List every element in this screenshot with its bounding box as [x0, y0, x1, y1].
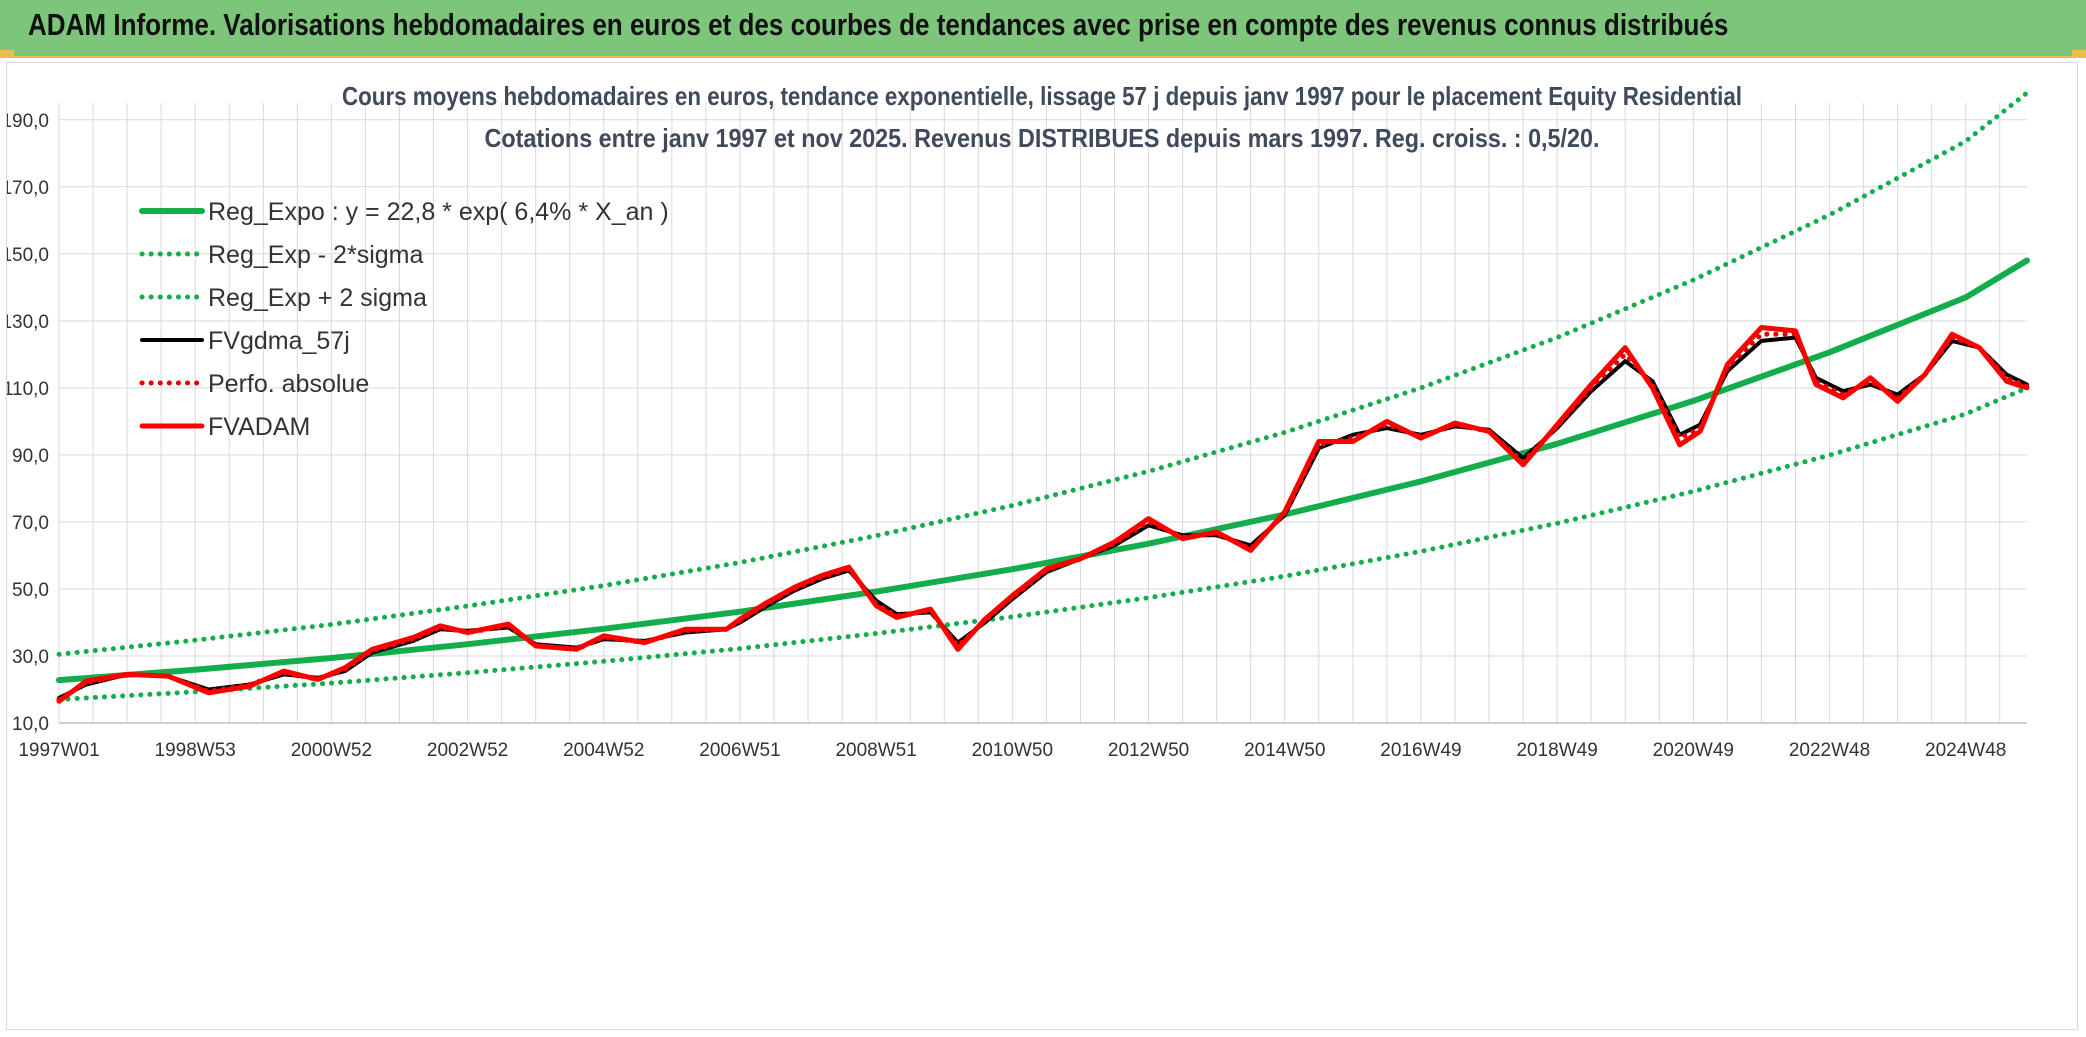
y-tick-label: 170,0 — [7, 178, 49, 199]
report-banner-title: ADAM Informe. Valorisations hebdomadaire… — [28, 7, 1729, 42]
legend-label-1: Reg_Exp - 2*sigma — [208, 241, 423, 269]
series-lines — [56, 90, 2030, 704]
chart-subtitle: Cotations entre janv 1997 et nov 2025. R… — [485, 123, 1600, 153]
x-tick-label: 2000W52 — [291, 740, 372, 761]
y-tick-label: 90,0 — [12, 446, 49, 467]
x-tick-label: 2022W48 — [1789, 740, 1870, 761]
series-line-1 — [56, 385, 2030, 702]
report-banner: ADAM Informe. Valorisations hebdomadaire… — [0, 0, 2086, 58]
legend-label-0: Reg_Expo : y = 22,8 * exp( 6,4% * X_an ) — [208, 198, 669, 226]
line-chart: 10,0 30,0 50,0 70,0 90,0 110,0 130,0 150,0 170,0… — [7, 81, 2030, 761]
y-tick-label: 150,0 — [7, 245, 49, 266]
y-tick-label: 130,0 — [7, 312, 49, 333]
y-tick-label: 10,0 — [12, 714, 49, 735]
banner-corner-right — [2072, 50, 2086, 58]
x-tick-label: 2002W52 — [427, 740, 508, 761]
series-line-5 — [56, 325, 2030, 704]
y-tick-label: 30,0 — [12, 647, 49, 668]
series-line-2 — [56, 90, 2030, 657]
legend-label-4: Perfo. absolue — [208, 370, 369, 398]
y-tick-label: 190,0 — [7, 111, 49, 132]
series-line-0 — [56, 257, 2030, 684]
x-tick-label: 2018W49 — [1516, 740, 1597, 761]
x-tick-label: 2014W50 — [1244, 740, 1325, 761]
y-tick-label: 110,0 — [7, 379, 49, 400]
x-tick-label: 2004W52 — [563, 740, 644, 761]
x-tick-label: 2016W49 — [1380, 740, 1461, 761]
chart-title: Cours moyens hebdomadaires en euros, ten… — [342, 81, 1742, 111]
legend-label-2: Reg_Exp + 2 sigma — [208, 284, 427, 312]
legend-label-3: FVgdma_57j — [208, 327, 350, 355]
x-tick-label: 2010W50 — [972, 740, 1053, 761]
y-tick-label: 70,0 — [12, 513, 49, 534]
legend-label-5: FVADAM — [208, 413, 310, 441]
x-tick-label: 1998W53 — [155, 740, 236, 761]
x-tick-label: 2020W49 — [1653, 740, 1734, 761]
x-tick-label: 2012W50 — [1108, 740, 1189, 761]
banner-corner-left — [0, 50, 14, 58]
axes: 10,0 30,0 50,0 70,0 90,0 110,0 130,0 150,0 170,0… — [7, 111, 2027, 761]
y-tick-label: 50,0 — [12, 580, 49, 601]
legend: Reg_Expo : y = 22,8 * exp( 6,4% * X_an )… — [139, 198, 669, 441]
x-tick-label: 2006W51 — [699, 740, 780, 761]
grid-lines — [58, 103, 2027, 724]
x-tick-label: 2008W51 — [835, 740, 916, 761]
x-tick-label: 1997W01 — [18, 740, 99, 761]
x-tick-label: 2024W48 — [1925, 740, 2006, 761]
chart-panel: 10,0 30,0 50,0 70,0 90,0 110,0 130,0 150,0 170,0… — [6, 62, 2078, 1030]
